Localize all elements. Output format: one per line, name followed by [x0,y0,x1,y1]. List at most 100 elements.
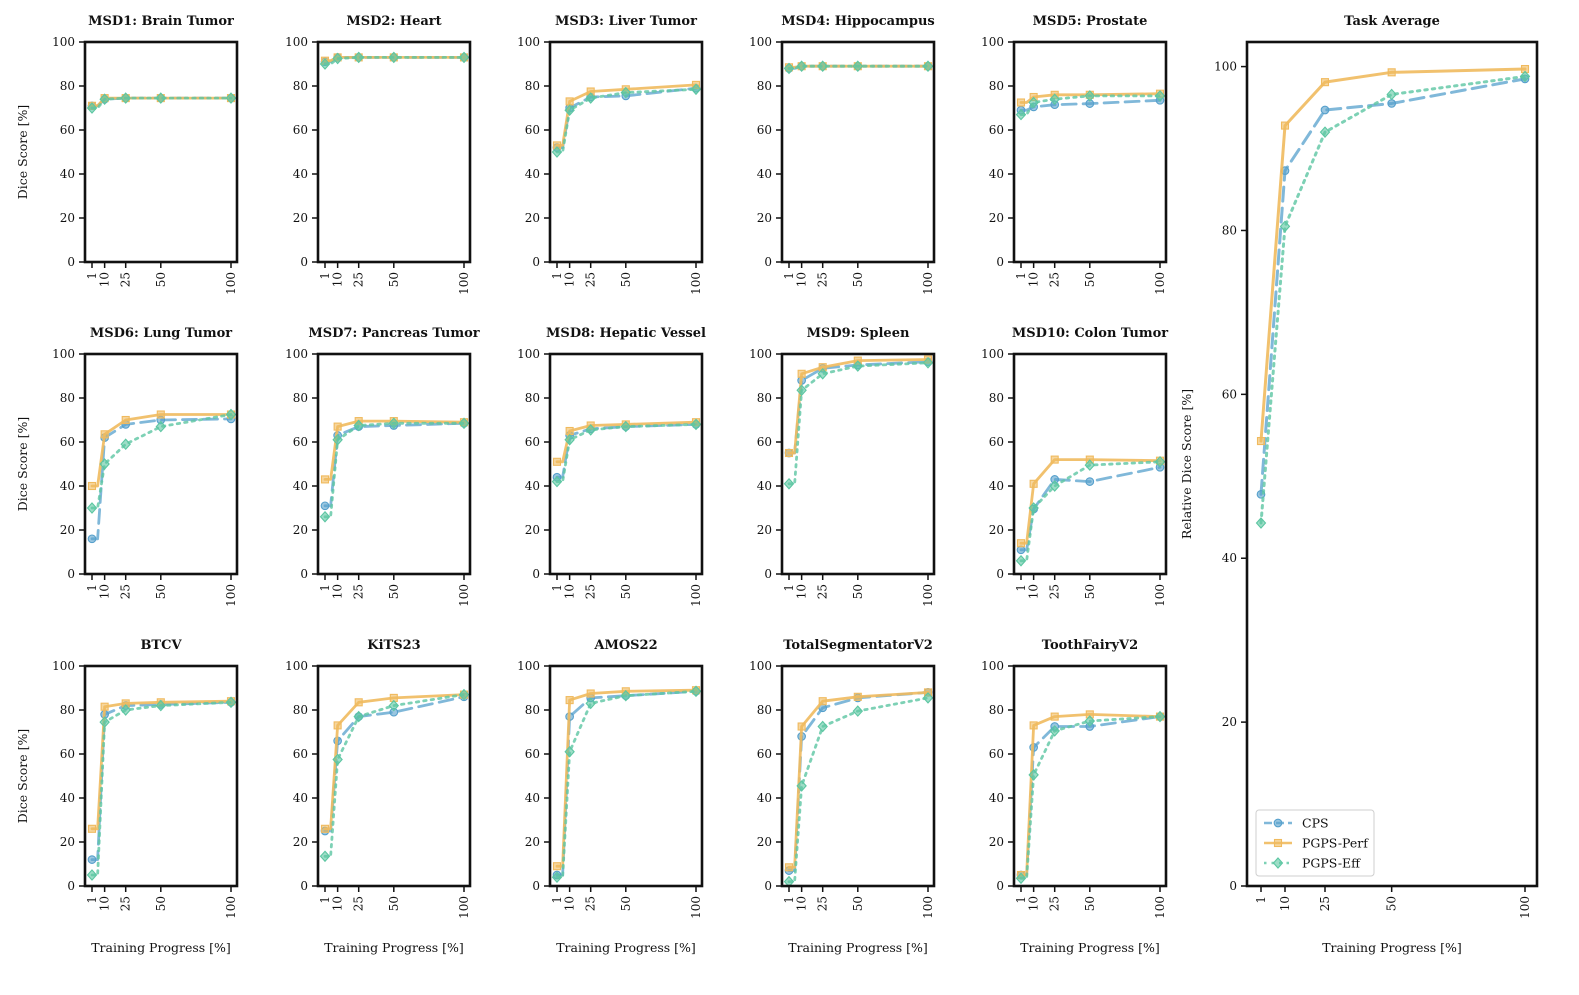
y-tick-label: 40 [60,167,75,181]
y-tick-label: 80 [757,703,772,717]
plot-frame [1012,352,1168,576]
x-tick-label: 50 [619,272,633,287]
y-tick-label: 40 [989,167,1004,181]
plot-frame [83,352,239,576]
data-point-pgps-eff [120,92,131,104]
data-point-pgps-eff [783,477,795,490]
data-point-pgps-eff [796,384,807,397]
y-tick-label: 40 [60,479,75,493]
data-point-pgps-perf [1029,479,1038,488]
panel-msd5-prostate: MSD5: Prostate 0 20 40 60 80 100 110 25 50 100 [981,14,1168,295]
y-axis-label: Dice Score [%] [15,105,30,199]
y-tick-label: 0 [67,567,75,581]
y-tick-label: 0 [764,567,772,581]
panel-msd8-hepatic-vessel: MSD8: Hepatic Vessel 0 20 40 60 80 100 110 25 50 1… [517,326,706,607]
panel-totalsegmentatorv2: TotalSegmentatorV2 0 20 40 60 80 100 110 25 50 100… [749,638,936,955]
x-tick-label: 50 [851,896,865,911]
data-point-pgps-eff [155,699,167,712]
y-tick-label: 80 [293,391,308,405]
series-line-cps [787,691,930,872]
data-point-pgps-eff [796,780,807,792]
data-point-pgps-eff [155,420,167,433]
data-point-pgps-eff [1015,554,1027,567]
y-tick-label: 60 [757,435,772,449]
data-point-pgps-perf [100,702,109,711]
x-tick-label: 1 [782,584,796,592]
x-tick-label: 50 [619,896,633,911]
y-tick-label: 60 [757,747,772,761]
y-tick-label: 60 [293,123,308,137]
plot-frame [780,352,936,576]
series-line-pgps-perf [1019,713,1162,877]
y-tick-label: 100 [749,659,772,673]
data-point-pgps-perf [333,721,342,730]
data-point-pgps-perf [552,457,562,466]
data-point-pgps-perf [797,722,806,731]
data-point-pgps-eff [1519,70,1531,83]
y-tick-label: 40 [293,479,308,493]
x-tick-label: 25 [816,896,830,911]
y-tick-label: 60 [989,747,1004,761]
legend-label-pgps-perf: PGPS-Perf [1302,836,1369,851]
y-tick-label: 0 [300,879,308,893]
y-tick-label: 0 [67,255,75,269]
x-tick-label: 100 [921,584,935,607]
data-point-pgps-eff [1319,126,1331,138]
y-tick-label: 20 [989,835,1004,849]
plot-frame [780,40,936,264]
data-point-pgps-eff [796,60,807,73]
data-point-pgps-eff [852,360,864,372]
x-tick-label: 100 [1153,896,1167,919]
x-tick-label: 10 [563,584,577,599]
panel-title: MSD4: Hippocampus [781,14,934,29]
data-point-pgps-eff [332,433,343,446]
y-tick-label: 0 [996,255,1004,269]
data-point-pgps-eff [388,51,400,64]
x-tick-label: 50 [387,272,401,287]
x-tick-label: 25 [352,896,366,911]
x-tick-label: 1 [1014,896,1028,904]
y-tick-label: 40 [757,479,772,493]
data-point-pgps-eff [353,419,364,432]
data-point-pgps-eff [1154,710,1166,723]
y-tick-label: 100 [981,659,1004,673]
y-tick-label: 40 [1222,551,1237,565]
y-tick-label: 40 [525,167,540,181]
series-line-pgps-perf [787,691,930,869]
series-line-pgps-eff [1019,460,1162,563]
y-tick-label: 80 [989,79,1004,93]
data-point-pgps-eff [1386,88,1397,101]
y-tick-label: 60 [60,747,75,761]
x-tick-label: 50 [851,272,865,287]
y-tick-label: 60 [1222,387,1237,401]
series-line-pgps-perf [90,699,233,831]
x-tick-label: 10 [795,584,809,599]
x-axis-label: Training Progress [%] [556,940,696,955]
panel-msd7-pancreas-tumor: MSD7: Pancreas Tumor 0 20 40 60 80 100 110 25 50 1… [285,326,480,607]
x-tick-label: 50 [387,896,401,911]
data-point-pgps-eff [1049,93,1060,106]
panel-title: AMOS22 [593,638,657,653]
data-point-pgps-eff [783,62,795,75]
series-line-cps [787,360,930,455]
series-line-pgps-eff [555,87,698,154]
x-tick-label: 1 [1254,896,1268,904]
y-tick-label: 80 [757,79,772,93]
y-tick-label: 20 [757,835,772,849]
x-tick-label: 25 [1318,896,1332,911]
x-tick-label: 100 [921,272,935,295]
series-line-cps [555,689,698,877]
y-tick-label: 60 [525,747,540,761]
x-tick-label: 1 [1014,584,1028,592]
data-point-pgps-eff [551,871,563,884]
data-point-pgps-perf [1387,68,1396,77]
x-tick-label: 25 [584,584,598,599]
x-tick-label: 50 [1083,272,1097,287]
data-point-pgps-perf [1050,712,1059,721]
y-tick-label: 0 [532,567,540,581]
x-axis-label: Training Progress [%] [1322,940,1462,955]
data-point-pgps-perf [565,426,574,436]
x-tick-label: 25 [816,272,830,287]
data-point-pgps-eff [1084,90,1096,102]
data-point-pgps-eff [120,704,131,716]
